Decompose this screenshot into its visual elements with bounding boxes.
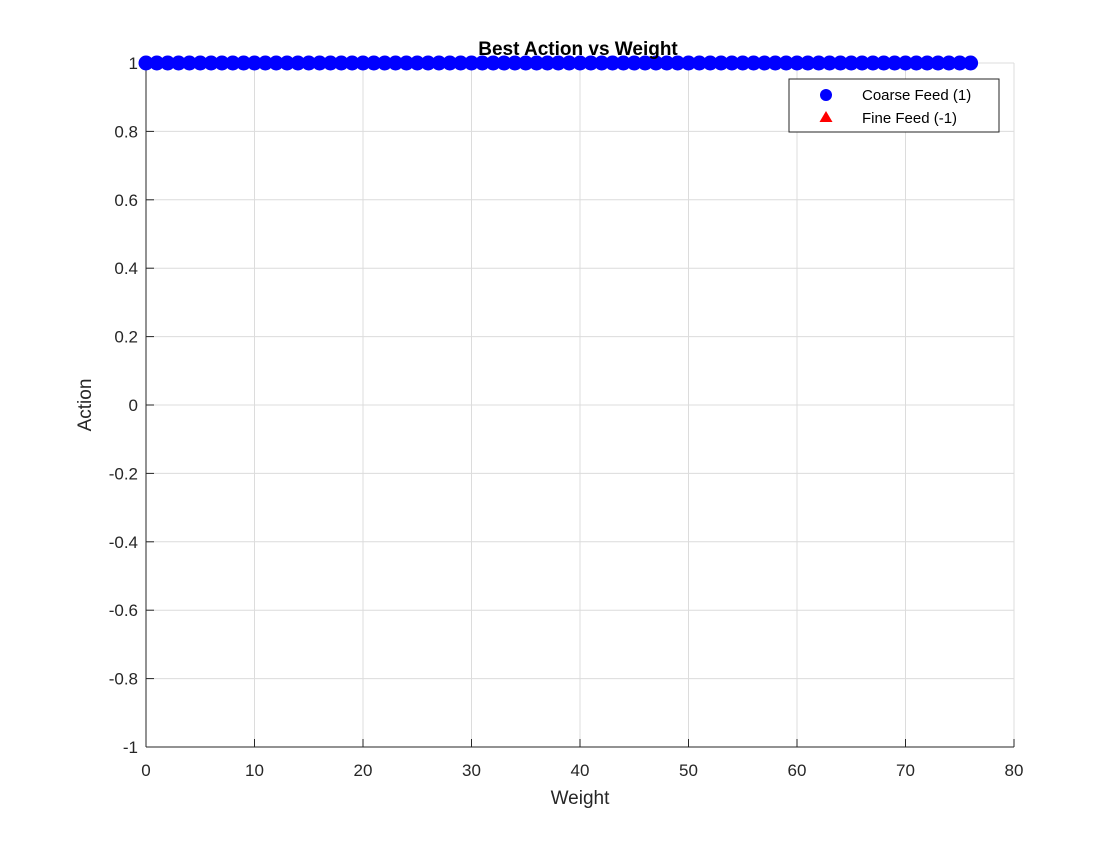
y-tick-label: 0.8 <box>114 122 138 141</box>
y-tick-label: -0.4 <box>109 533 138 552</box>
tick-labels: 0 10 20 30 40 50 60 70 80 -1 -0.8 -0.6 -0.4 -0.2 0 0.2 0… <box>109 54 1024 780</box>
y-tick-label: 0.6 <box>114 191 138 210</box>
legend-marker-coarse-feed <box>820 89 832 101</box>
x-tick-label: 10 <box>245 761 264 780</box>
x-tick-label: 20 <box>354 761 373 780</box>
x-tick-label: 50 <box>679 761 698 780</box>
axes <box>145 62 1015 748</box>
x-tick-label: 70 <box>896 761 915 780</box>
x-tick-label: 80 <box>1005 761 1024 780</box>
y-tick-label: -1 <box>123 738 138 757</box>
x-tick-label: 0 <box>141 761 150 780</box>
x-tick-label: 40 <box>571 761 590 780</box>
legend-marker-fine-feed <box>819 111 833 122</box>
legend: Coarse Feed (1) Fine Feed (-1) <box>788 78 1000 133</box>
data-point <box>963 55 979 71</box>
y-axis-label: Action <box>75 379 96 432</box>
legend-box <box>788 78 1000 133</box>
y-tick-label: 0.4 <box>114 259 138 278</box>
x-tick-label: 30 <box>462 761 481 780</box>
y-tick-label: 0.2 <box>114 328 138 347</box>
x-tick-label: 60 <box>788 761 807 780</box>
y-tick-label: 0 <box>129 396 138 415</box>
legend-entry-coarse-feed: Coarse Feed (1) <box>862 87 971 104</box>
legend-entry-fine-feed: Fine Feed (-1) <box>862 110 957 127</box>
y-tick-label: -0.8 <box>109 670 138 689</box>
x-axis-label: Weight <box>551 788 611 809</box>
chart-title: Best Action vs Weight <box>478 39 678 60</box>
data-points <box>138 55 979 71</box>
y-tick-label: -0.2 <box>109 464 138 483</box>
y-tick-label: -0.6 <box>109 601 138 620</box>
y-tick-label: 1 <box>129 54 138 73</box>
